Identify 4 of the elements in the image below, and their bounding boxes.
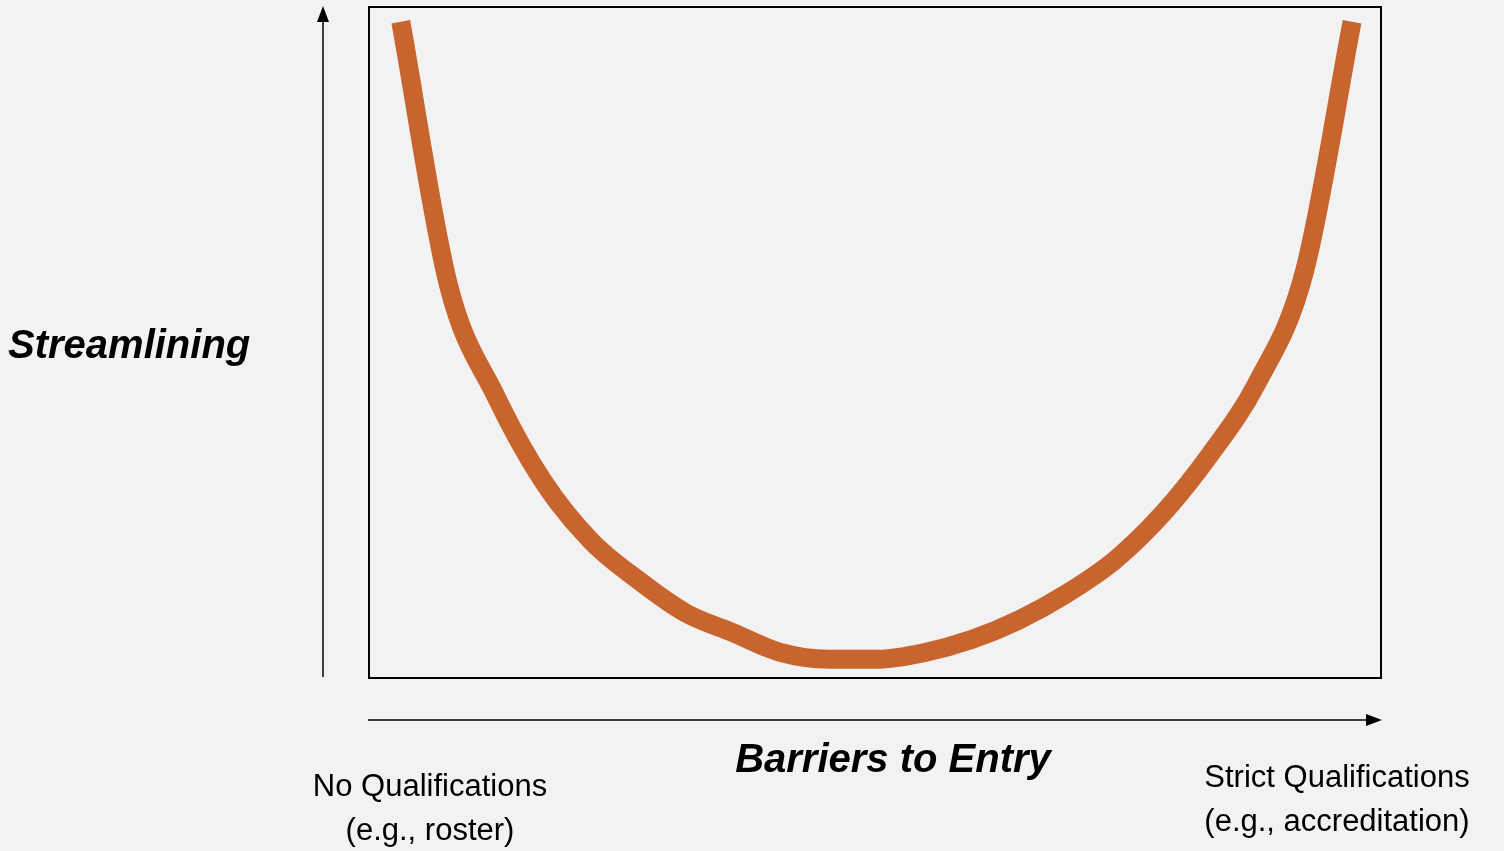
- text: Strict Qualifications (e.g., accreditation): [1203, 758, 1471, 840]
- y-axis-title: Streamlining: [8, 322, 252, 367]
- x-axis-title: Barriers to Entry: [734, 736, 1053, 781]
- text: No Qualifications (e.g., roster): [311, 767, 549, 849]
